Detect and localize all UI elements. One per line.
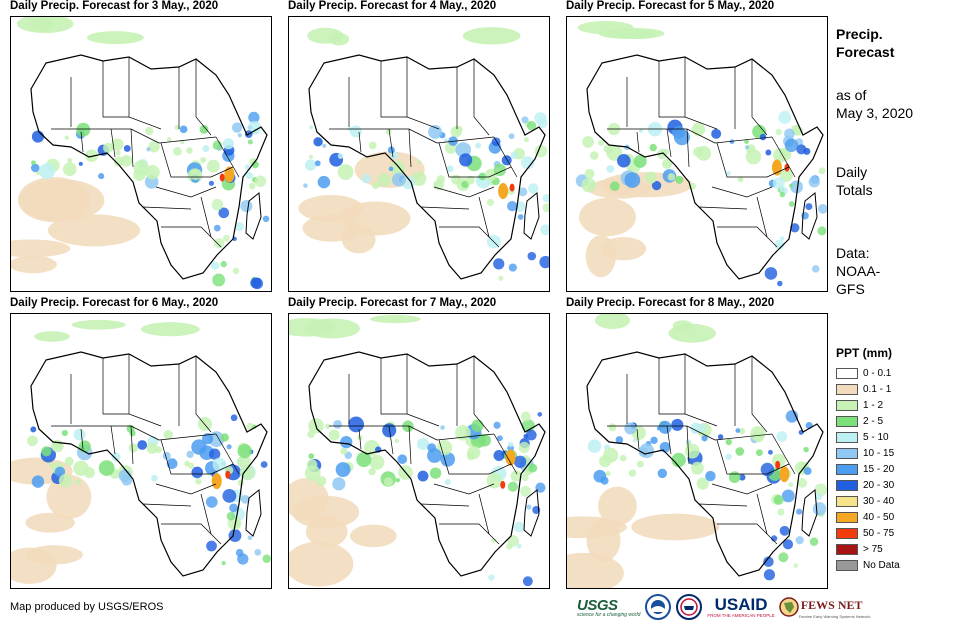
legend-label: > 75 [863, 544, 883, 555]
as-of-value: May 3, 2020 [836, 105, 914, 121]
legend-swatch [836, 400, 858, 411]
legend-label: 50 - 75 [863, 528, 895, 539]
legend-label: 5 - 10 [863, 432, 889, 443]
data-source-label: Data: [836, 245, 870, 261]
legend-swatch [836, 544, 858, 555]
usaid-tagline: FROM THE AMERICAN PEOPLE [707, 612, 775, 618]
legend-swatch [836, 384, 858, 395]
panel-title: Daily Precip. Forecast for 4 May., 2020 [288, 0, 497, 12]
legend-swatch [836, 512, 858, 523]
usgs-logo: USGS science for a changing world [577, 597, 640, 618]
legend: 0 - 0.1 0.1 - 1 1 - 2 2 - 5 5 - 10 10 - 15 15 … [836, 366, 961, 574]
precip-map [566, 16, 828, 292]
legend-item: 0 - 0.1 [836, 366, 961, 382]
precip-map [10, 16, 272, 292]
fews-net-logo: FEWS NET Famine Early Warning Systems Ne… [779, 596, 871, 619]
data-source-line3: GFS [836, 281, 865, 297]
legend-label: 10 - 15 [863, 448, 895, 459]
legend-item: 5 - 10 [836, 430, 961, 446]
legend-item: 50 - 75 [836, 526, 961, 542]
panel-title: Daily Precip. Forecast for 5 May., 2020 [566, 0, 775, 12]
legend-swatch [836, 496, 858, 507]
legend-label: 15 - 20 [863, 464, 895, 475]
forecast-panel-day6: Daily Precip. Forecast for 8 May., 2020 [566, 297, 828, 589]
legend-item: 0.1 - 1 [836, 382, 961, 398]
panel-title: Daily Precip. Forecast for 8 May., 2020 [566, 297, 775, 309]
map-credit: Map produced by USGS/EROS [10, 601, 164, 613]
forecast-panel-day5: Daily Precip. Forecast for 7 May., 2020 [288, 297, 550, 589]
legend-item: 1 - 2 [836, 398, 961, 414]
legend-label: 40 - 50 [863, 512, 895, 523]
map-canvas [567, 314, 827, 588]
map-canvas [575, 20, 827, 287]
fews-globe-icon [779, 597, 799, 617]
legend-item: No Data [836, 558, 961, 574]
usaid-logo: USAID FROM THE AMERICAN PEOPLE [707, 596, 774, 619]
totals-line1: Daily [836, 164, 868, 180]
fews-logo-text: FEWS NET [800, 597, 863, 612]
legend-swatch [836, 528, 858, 539]
legend-label: 30 - 40 [863, 496, 895, 507]
as-of-date: as of May 3, 2020 [836, 86, 961, 122]
panel-title: Daily Precip. Forecast for 7 May., 2020 [288, 297, 497, 309]
legend-item: 20 - 30 [836, 478, 961, 494]
as-of-label: as of [836, 87, 867, 103]
precip-map [288, 16, 550, 292]
map-canvas [11, 17, 270, 290]
map-title-block: Precip. Forecast [836, 25, 961, 61]
logo-strip: USGS science for a changing world USAID … [577, 593, 870, 621]
totals-note: Daily Totals [836, 163, 961, 199]
legend-swatch [836, 416, 858, 427]
legend-item: 15 - 20 [836, 462, 961, 478]
legend-item: 2 - 5 [836, 414, 961, 430]
forecast-panel-day3: Daily Precip. Forecast for 5 May., 2020 [566, 0, 828, 292]
legend-item: 10 - 15 [836, 446, 961, 462]
legend-swatch [836, 448, 858, 459]
legend-swatch [836, 480, 858, 491]
legend-title: PPT (mm) [836, 346, 893, 360]
legend-label: 1 - 2 [863, 400, 884, 411]
legend-label: 0 - 0.1 [863, 368, 892, 379]
noaa-seal-icon [645, 594, 672, 620]
legend-swatch [836, 464, 858, 475]
legend-label: 20 - 30 [863, 480, 895, 491]
legend-swatch [836, 560, 858, 571]
usaid-seal-icon [676, 594, 703, 620]
legend-swatch [836, 432, 858, 443]
map-title-line1: Precip. [836, 26, 883, 42]
map-canvas [289, 314, 546, 587]
legend-label: No Data [863, 560, 900, 571]
legend-item: 30 - 40 [836, 494, 961, 510]
map-canvas [298, 27, 549, 281]
usgs-tagline: science for a changing world [577, 611, 641, 618]
precip-map [288, 313, 550, 589]
precip-map [10, 313, 272, 589]
forecast-panel-day1: Daily Precip. Forecast for 3 May., 2020 [10, 0, 272, 292]
panel-title: Daily Precip. Forecast for 6 May., 2020 [10, 297, 219, 309]
legend-item: 40 - 50 [836, 510, 961, 526]
totals-line2: Totals [836, 182, 873, 198]
legend-label: 0.1 - 1 [863, 384, 892, 395]
data-source-line2: NOAA- [836, 263, 881, 279]
precip-map [566, 313, 828, 589]
legend-item: > 75 [836, 542, 961, 558]
usaid-logo-text: USAID [714, 594, 768, 614]
map-title-line2: Forecast [836, 44, 895, 60]
forecast-panel-day2: Daily Precip. Forecast for 4 May., 2020 [288, 0, 550, 292]
data-source: Data: NOAA- GFS [836, 244, 961, 298]
forecast-panel-day4: Daily Precip. Forecast for 6 May., 2020 [10, 297, 272, 589]
usgs-logo-text: USGS [577, 596, 618, 614]
panel-title: Daily Precip. Forecast for 3 May., 2020 [10, 0, 219, 12]
fews-tagline: Famine Early Warning Systems Network [798, 613, 871, 619]
legend-swatch [836, 368, 858, 379]
legend-label: 2 - 5 [863, 416, 884, 427]
map-canvas [11, 319, 271, 584]
